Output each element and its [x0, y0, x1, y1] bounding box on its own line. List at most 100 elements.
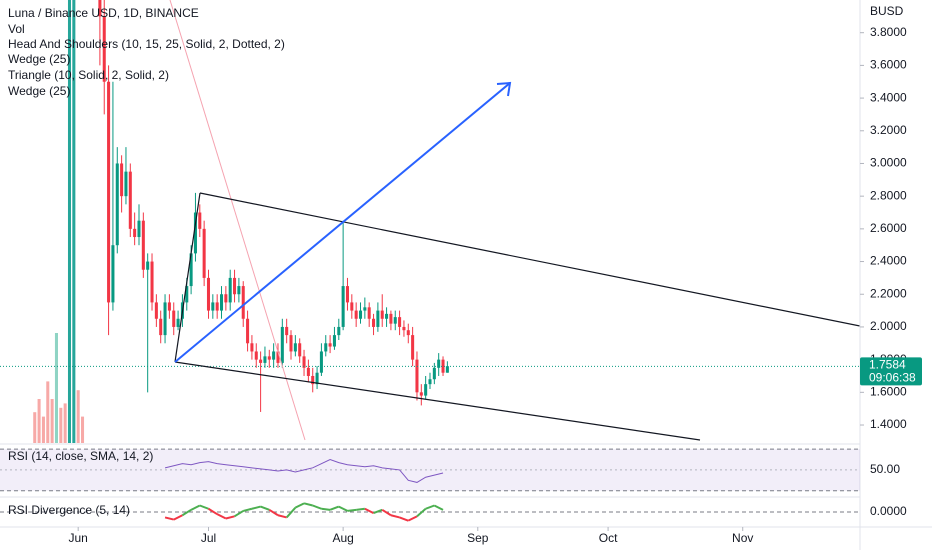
candle-body — [128, 171, 132, 229]
x-tick-label: Jul — [201, 531, 216, 545]
candle-body — [350, 302, 354, 311]
wedge-upper — [199, 192, 860, 327]
candle-body — [424, 384, 428, 396]
candle-body — [380, 310, 384, 319]
candle-body — [272, 351, 276, 360]
div-segment — [181, 508, 192, 517]
candle-body — [398, 317, 402, 327]
candle-body — [428, 379, 432, 385]
legend-item: Triangle (10, Solid, 2, Solid, 2) — [8, 68, 169, 82]
y-tick-label: 3.2000 — [870, 123, 907, 137]
candle-body — [202, 228, 206, 278]
div-segment — [425, 504, 435, 510]
main-pane — [0, 0, 860, 443]
y-tick-label: 3.6000 — [870, 58, 907, 72]
candle-body — [445, 366, 449, 373]
div-segment — [294, 502, 305, 509]
candle-body — [120, 163, 124, 197]
candle-body — [411, 335, 415, 360]
y-axis-label: BUSD — [870, 4, 904, 18]
volume-bar — [76, 390, 80, 443]
y-tick-label: 1.6000 — [870, 384, 907, 398]
div-segment — [173, 514, 183, 521]
legend-item: Vol — [8, 22, 25, 36]
legend-item: Wedge (25) — [8, 84, 70, 98]
div-segment — [321, 507, 331, 511]
candle-body — [215, 302, 219, 311]
candle-body — [124, 171, 128, 197]
candle-body — [441, 359, 445, 373]
volume-bar — [63, 403, 67, 443]
candle-body — [154, 302, 158, 319]
volume-bar — [81, 416, 85, 443]
candle-body — [372, 318, 376, 327]
volume-bar — [67, 0, 72, 443]
candle-body — [354, 310, 358, 319]
wedge-lower — [174, 361, 701, 441]
candle-body — [115, 163, 119, 246]
div-segment — [234, 510, 244, 518]
trend-line — [169, 0, 306, 441]
candle-body — [298, 343, 302, 357]
candle-body — [337, 326, 341, 336]
div-segment — [347, 508, 357, 512]
candle-body — [389, 313, 393, 324]
x-tick-label: Jun — [69, 531, 88, 545]
countdown: 09:06:38 — [869, 371, 916, 385]
div-segment — [373, 508, 383, 515]
candle-body — [267, 356, 271, 360]
candle-body — [367, 307, 371, 319]
candle-body — [233, 277, 237, 295]
div-segment — [242, 507, 253, 512]
candle-body — [415, 359, 419, 393]
candle-body — [133, 228, 137, 238]
candle-body — [224, 294, 228, 303]
div-segment — [416, 507, 427, 518]
candle-body — [311, 375, 315, 385]
div-segment — [260, 505, 270, 511]
rsi-tick-label: 50.00 — [870, 462, 900, 476]
candle-body — [345, 286, 349, 303]
div-segment — [216, 513, 227, 520]
candle-body — [241, 286, 245, 319]
drawings — [169, 0, 860, 441]
candle-body — [185, 286, 189, 303]
div-segment — [190, 504, 201, 511]
div-segment — [225, 515, 235, 520]
div-segment — [381, 508, 392, 517]
y-tick-label: 2.4000 — [870, 254, 907, 268]
y-tick-label: 3.0000 — [870, 156, 907, 170]
candle-body — [198, 212, 202, 229]
chart-title: Luna / Binance USD, 1D, BINANCE — [8, 6, 199, 20]
candle-body — [289, 335, 293, 352]
div-segment — [329, 505, 340, 511]
candle-body — [432, 367, 436, 380]
candle-body — [402, 326, 406, 331]
candle-body — [189, 253, 193, 287]
div-segment — [164, 516, 174, 521]
last-price-label: 1.7584 — [869, 358, 906, 372]
candle-body — [172, 310, 176, 327]
candle-body — [324, 343, 328, 352]
volume-bar — [54, 333, 58, 443]
div-segment — [312, 504, 322, 510]
candle-body — [358, 310, 363, 319]
y-tick-label: 2.2000 — [870, 286, 907, 300]
div-segment — [390, 514, 400, 519]
candle-body — [385, 313, 389, 319]
candle-body — [167, 302, 171, 311]
x-tick-label: Nov — [732, 531, 753, 545]
div-segment — [285, 507, 297, 519]
candle-body — [237, 286, 241, 295]
candle-body — [419, 392, 423, 396]
y-tick-label: 3.8000 — [870, 25, 907, 39]
volume-bar — [41, 416, 45, 443]
candle-body — [437, 359, 441, 368]
candle-body — [285, 326, 289, 336]
volume-bar — [37, 399, 41, 443]
candle-body — [150, 261, 154, 303]
candle-body — [159, 318, 163, 336]
volume-bar — [33, 412, 37, 443]
rsi-divergence-label: RSI Divergence (5, 14) — [8, 503, 130, 517]
